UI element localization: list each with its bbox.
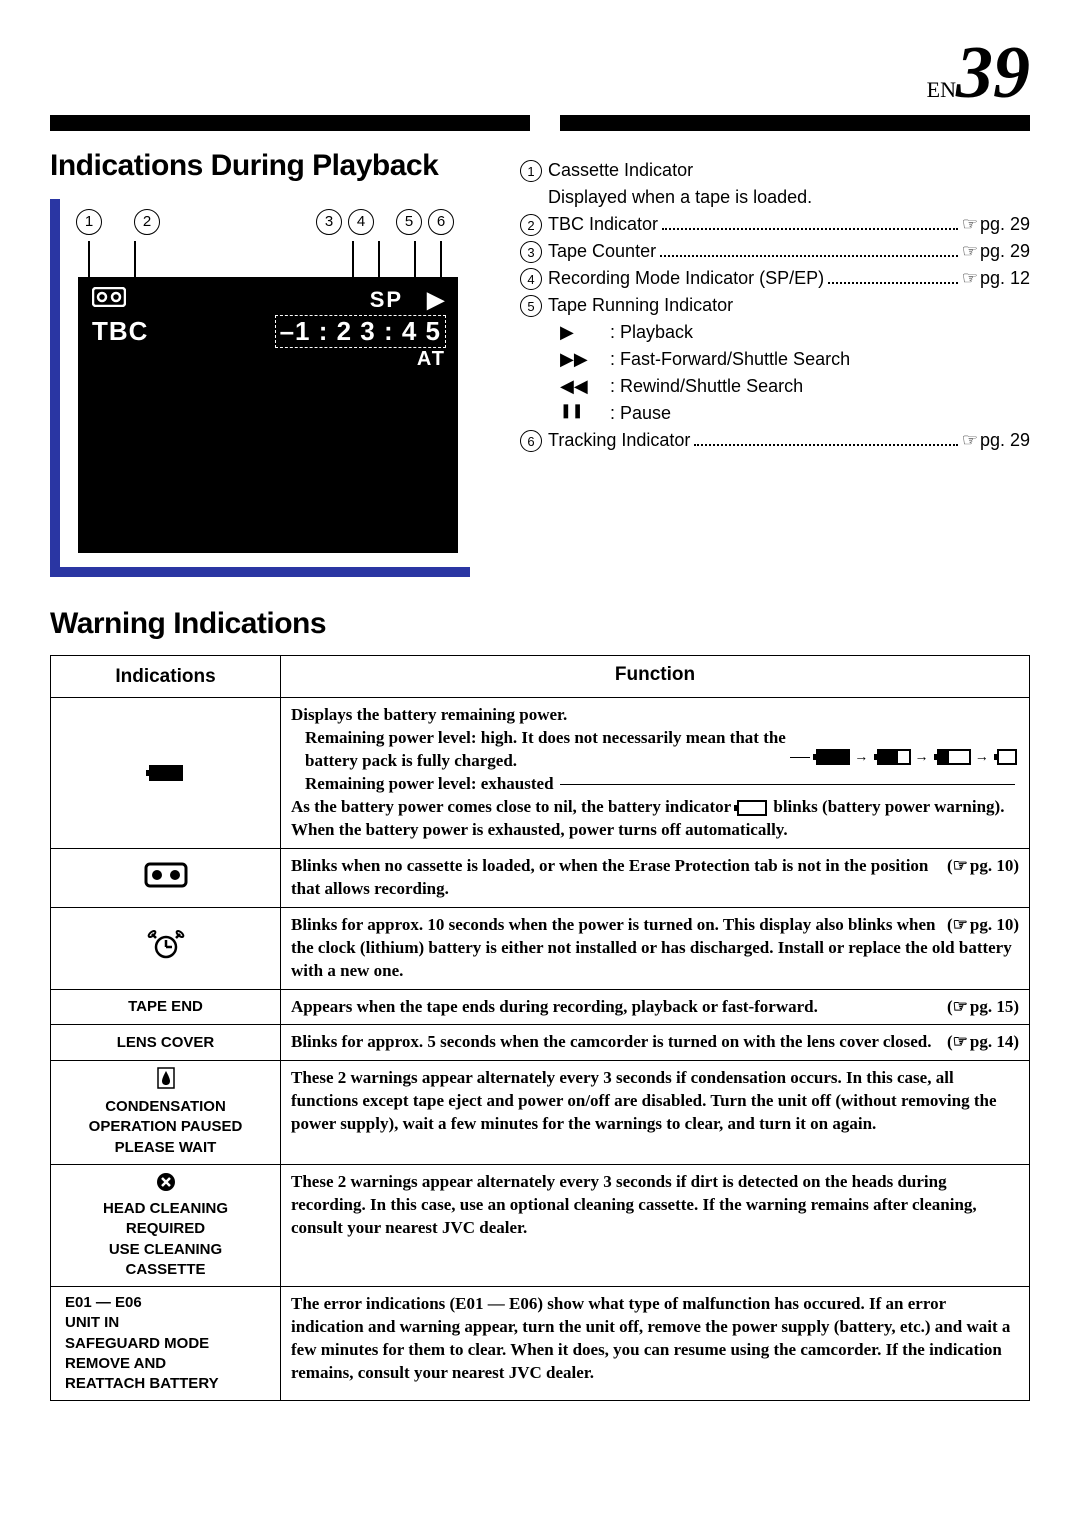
condensation-func: These 2 warnings appear alternately ever… (281, 1061, 1030, 1164)
callout-6: 6 (428, 209, 454, 235)
dirty-icon (61, 1171, 270, 1199)
osd-screen: SP ▶ TBC –1 : 2 3 : 4 5 AT (78, 277, 458, 553)
ind-4-pg: pg. 12 (980, 268, 1030, 288)
cassette-warn-cell (51, 848, 281, 907)
ind-5-label: Tape Running Indicator (548, 292, 733, 319)
errorcode-func: The error indications (E01 — E06) show w… (281, 1287, 1030, 1401)
battery-func: Displays the battery remaining power. Re… (281, 698, 1030, 849)
callout-lead-lines (60, 241, 470, 277)
ind-6-pg: pg. 29 (980, 430, 1030, 450)
tapeend-cell: TAPE END (51, 989, 281, 1025)
pause-icon: ❚❚ (560, 400, 610, 427)
ind-3-pg: pg. 29 (980, 241, 1030, 261)
sub-play: : Playback (610, 319, 693, 346)
osd-at: AT (92, 348, 446, 371)
drop-icon (61, 1067, 270, 1097)
rew-icon: ◀◀ (560, 373, 610, 400)
list-num-1: 1 (520, 160, 542, 182)
ind-3-label: Tape Counter (548, 238, 656, 265)
page-header: EN 39 (50, 40, 1030, 107)
cassette-icon (144, 862, 188, 888)
osd-sp: SP (370, 287, 403, 313)
page-number: 39 (956, 40, 1030, 107)
headclean-cell: HEAD CLEANING REQUIRED USE CLEANING CASS… (51, 1164, 281, 1286)
cassette-icon (92, 287, 126, 313)
play-icon: ▶ (427, 287, 446, 313)
osd-counter: –1 : 2 3 : 4 5 (275, 315, 446, 348)
ind-2-label: TBC Indicator (548, 211, 658, 238)
sub-pause: : Pause (610, 400, 671, 427)
indicator-list: 1 Cassette Indicator Displayed when a ta… (520, 157, 1030, 454)
play-icon: ▶ (560, 319, 610, 346)
battery-icon (149, 765, 183, 781)
ind-1-label: Cassette Indicator (548, 157, 693, 184)
playback-title: Indications During Playback (50, 149, 480, 183)
condensation-cell: CONDENSATION OPERATION PAUSED PLEASE WAI… (51, 1061, 281, 1164)
hand-icon (962, 268, 980, 288)
hand-icon (962, 430, 980, 450)
osd-tbc: TBC (92, 316, 148, 347)
callout-2: 2 (134, 209, 160, 235)
clock-func: (pg. 10) Blinks for approx. 10 seconds w… (281, 907, 1030, 989)
ind-6-label: Tracking Indicator (548, 427, 690, 454)
playback-diagram-frame: 1 2 3 4 5 6 (50, 199, 470, 577)
warning-table: Indications Function Displays the batter… (50, 655, 1030, 1402)
sub-rew: : Rewind/Shuttle Search (610, 373, 803, 400)
headclean-func: These 2 warnings appear alternately ever… (281, 1164, 1030, 1286)
list-num-5: 5 (520, 295, 542, 317)
list-num-4: 4 (520, 268, 542, 290)
ind-1-desc: Displayed when a tape is loaded. (548, 184, 1030, 211)
list-num-6: 6 (520, 430, 542, 452)
tapeend-func: (pg. 15) Appears when the tape ends duri… (281, 989, 1030, 1025)
lenscover-func: (pg. 14) Blinks for approx. 5 seconds wh… (281, 1025, 1030, 1061)
ff-icon: ▶▶ (560, 346, 610, 373)
ind-4-label: Recording Mode Indicator (SP/EP) (548, 265, 824, 292)
ind-2-pg: pg. 29 (980, 214, 1030, 234)
th-indications: Indications (51, 655, 281, 698)
page-prefix: EN (927, 77, 956, 103)
callout-3: 3 (316, 209, 342, 235)
clock-warn-cell (51, 907, 281, 989)
th-function: Function (281, 655, 1030, 698)
warnings-title: Warning Indications (50, 607, 1030, 641)
sub-ff: : Fast-Forward/Shuttle Search (610, 346, 850, 373)
list-num-2: 2 (520, 214, 542, 236)
callout-4: 4 (348, 209, 374, 235)
callout-labels: 1 2 3 4 5 6 (60, 199, 470, 241)
hand-icon (962, 214, 980, 234)
cassette-func: (pg. 10) Blinks when no cassette is load… (281, 848, 1030, 907)
header-strip (50, 115, 1030, 131)
clock-icon (146, 930, 186, 960)
errorcode-cell: E01 — E06 UNIT IN SAFEGUARD MODE REMOVE … (51, 1287, 281, 1401)
list-num-3: 3 (520, 241, 542, 263)
callout-5: 5 (396, 209, 422, 235)
callout-1: 1 (76, 209, 102, 235)
hand-icon (962, 241, 980, 261)
battery-indicator-cell (51, 698, 281, 849)
lenscover-cell: LENS COVER (51, 1025, 281, 1061)
